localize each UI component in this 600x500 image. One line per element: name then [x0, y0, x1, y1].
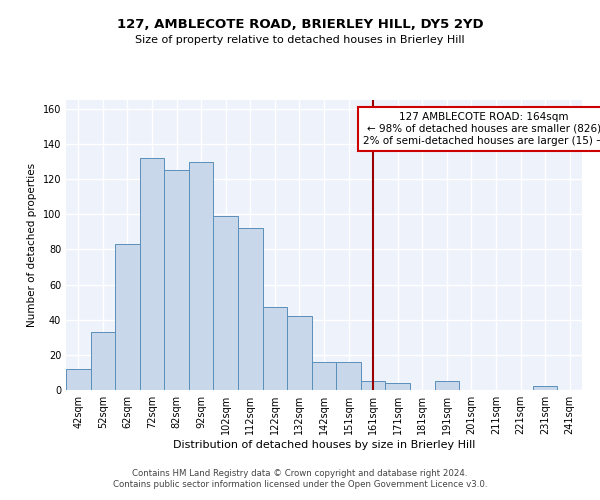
Bar	[385, 383, 410, 390]
Bar	[66, 369, 91, 390]
Bar	[336, 362, 361, 390]
Y-axis label: Number of detached properties: Number of detached properties	[27, 163, 37, 327]
Text: 127 AMBLECOTE ROAD: 164sqm
← 98% of detached houses are smaller (826)
2% of semi: 127 AMBLECOTE ROAD: 164sqm ← 98% of deta…	[363, 112, 600, 146]
Bar	[287, 316, 312, 390]
Text: Size of property relative to detached houses in Brierley Hill: Size of property relative to detached ho…	[135, 35, 465, 45]
Text: Contains HM Land Registry data © Crown copyright and database right 2024.: Contains HM Land Registry data © Crown c…	[132, 468, 468, 477]
Bar	[115, 244, 140, 390]
Bar	[361, 381, 385, 390]
Bar	[263, 308, 287, 390]
Bar	[140, 158, 164, 390]
Bar	[91, 332, 115, 390]
Bar	[214, 216, 238, 390]
Bar	[312, 362, 336, 390]
X-axis label: Distribution of detached houses by size in Brierley Hill: Distribution of detached houses by size …	[173, 440, 475, 450]
Bar	[434, 381, 459, 390]
Bar	[238, 228, 263, 390]
Bar	[189, 162, 214, 390]
Text: Contains public sector information licensed under the Open Government Licence v3: Contains public sector information licen…	[113, 480, 487, 489]
Bar	[164, 170, 189, 390]
Bar	[533, 386, 557, 390]
Text: 127, AMBLECOTE ROAD, BRIERLEY HILL, DY5 2YD: 127, AMBLECOTE ROAD, BRIERLEY HILL, DY5 …	[116, 18, 484, 30]
